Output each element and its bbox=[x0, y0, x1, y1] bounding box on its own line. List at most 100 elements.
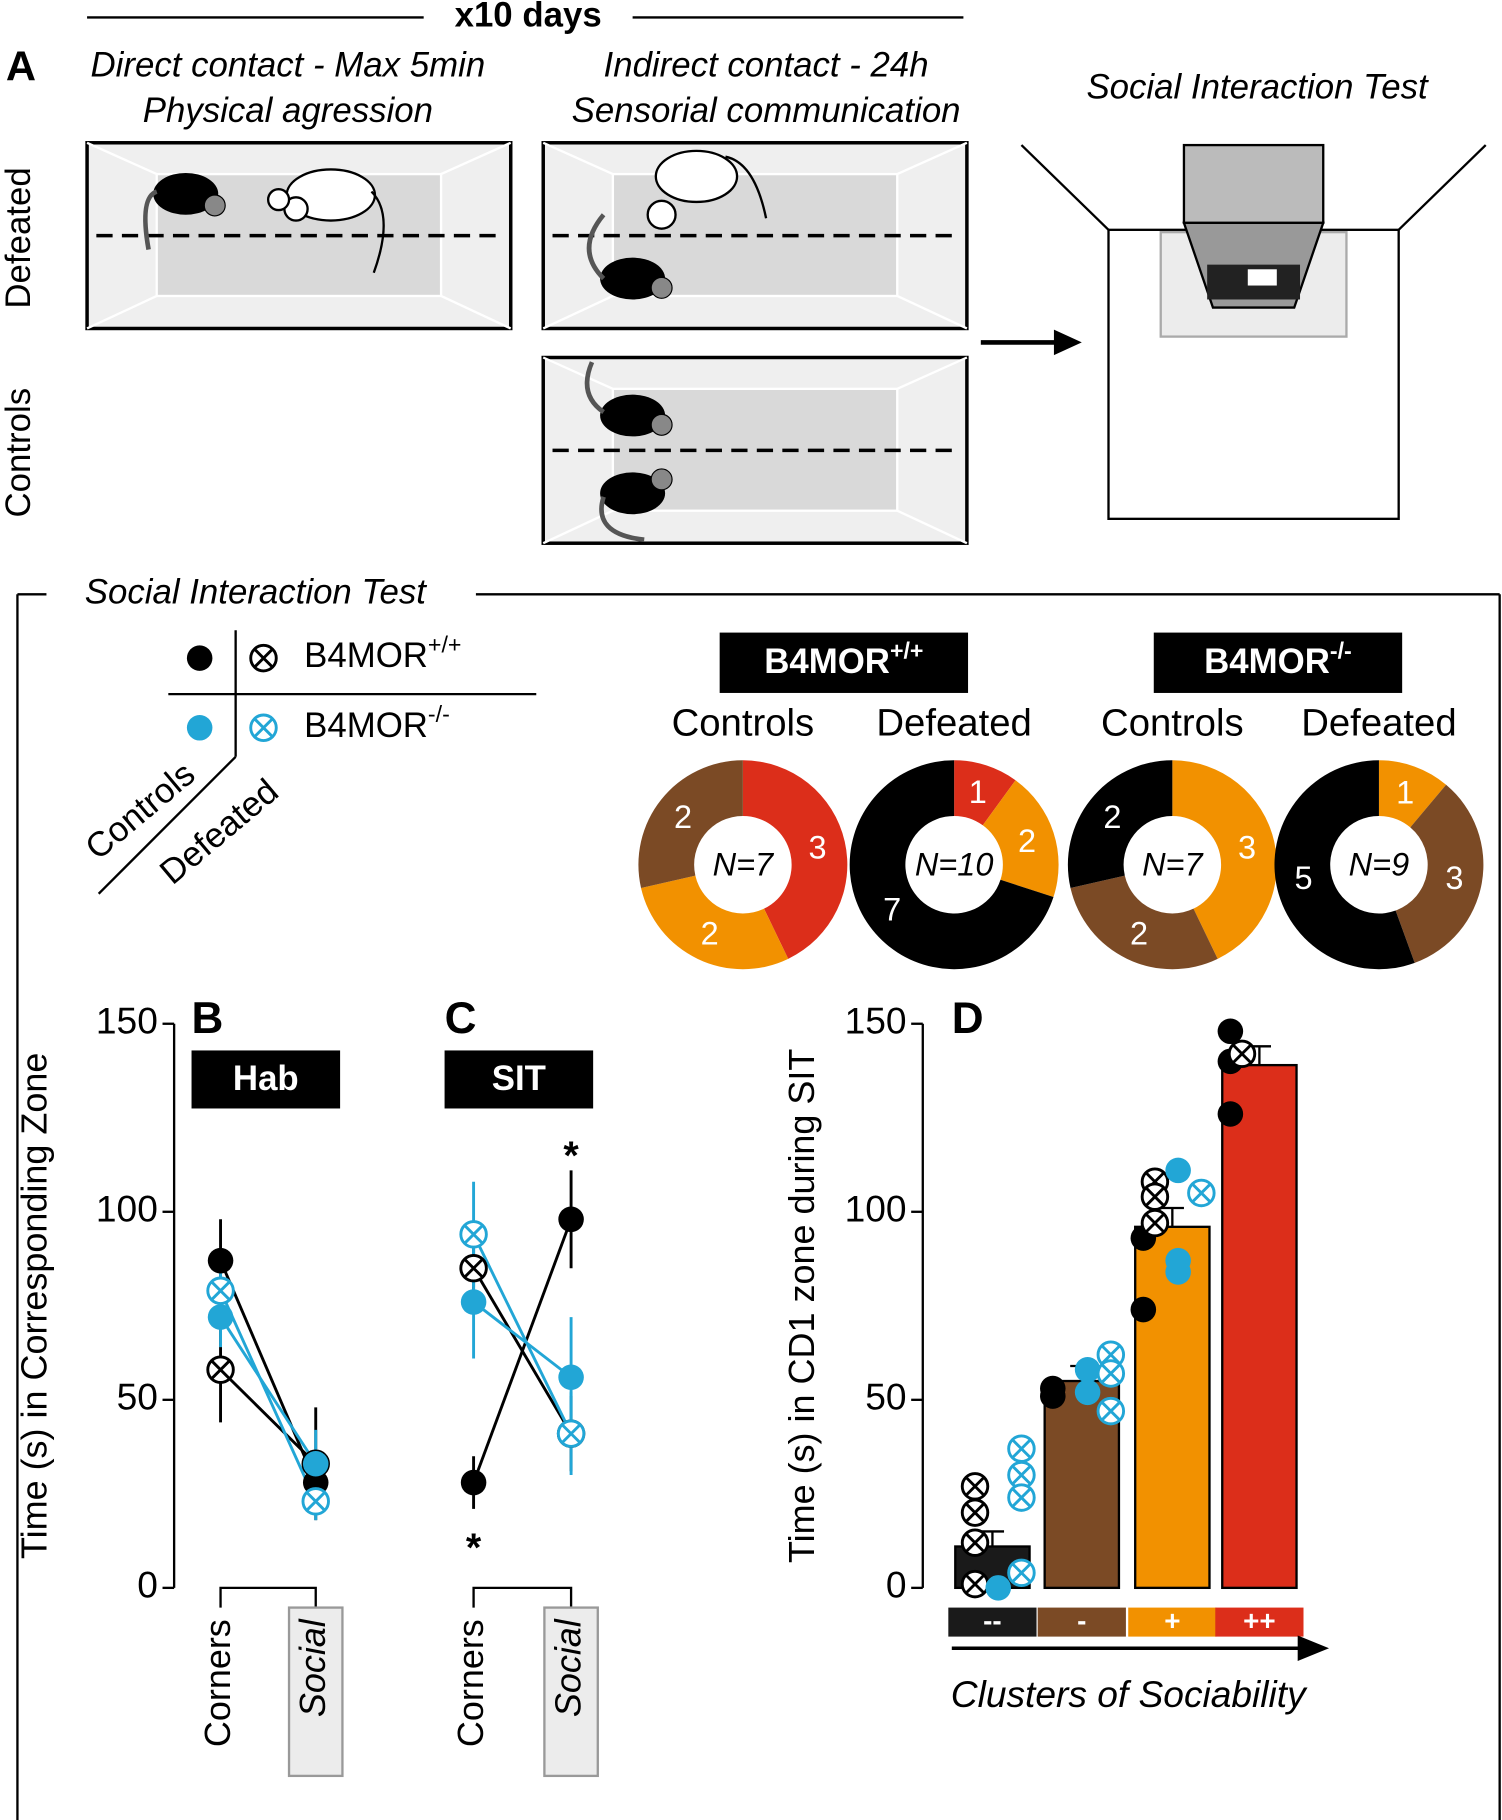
marker bbox=[459, 1253, 488, 1283]
data-point bbox=[1165, 1259, 1191, 1285]
marker bbox=[302, 1450, 329, 1477]
title-box bbox=[191, 1050, 341, 1109]
panel-label: D bbox=[952, 994, 984, 1043]
panel-a: x10 days A Direct contact - Max 5min Phy… bbox=[0, 0, 1487, 545]
arena-edge bbox=[542, 294, 614, 330]
data-point bbox=[1074, 1356, 1101, 1383]
arena-edge bbox=[440, 141, 512, 176]
panel-label: A bbox=[6, 43, 36, 90]
genotype-sup: -/- bbox=[428, 701, 450, 727]
panel-title: SIT bbox=[492, 1059, 546, 1098]
segment-label: 1 bbox=[1396, 775, 1414, 811]
cluster-label: + bbox=[1164, 1605, 1180, 1636]
series-line bbox=[472, 1267, 573, 1435]
legend-marker bbox=[186, 645, 213, 671]
row-label: Controls bbox=[0, 388, 38, 518]
marker bbox=[558, 1206, 584, 1233]
data-point bbox=[1007, 1483, 1036, 1512]
segment-label: 2 bbox=[1018, 823, 1036, 859]
arena-edge bbox=[896, 141, 968, 176]
genotype-sup: +/+ bbox=[890, 637, 924, 663]
significance: * bbox=[563, 1134, 579, 1178]
segment-label: 5 bbox=[1294, 860, 1312, 896]
marker bbox=[207, 1304, 234, 1330]
series-line bbox=[472, 1300, 572, 1379]
cluster-arrow-head bbox=[1297, 1635, 1330, 1661]
donut-title: Controls bbox=[1101, 702, 1244, 745]
segment-label: 2 bbox=[1103, 799, 1121, 835]
arenas bbox=[85, 141, 969, 545]
donut-center: N=7 bbox=[713, 847, 775, 883]
segment-label: 2 bbox=[674, 799, 692, 835]
data-point bbox=[1007, 1434, 1036, 1463]
segment-label: 7 bbox=[883, 892, 901, 928]
data-point bbox=[1096, 1359, 1126, 1388]
data-point bbox=[1130, 1296, 1157, 1323]
marker bbox=[460, 1469, 487, 1496]
donut-segment bbox=[1067, 760, 1173, 888]
donut-title: Defeated bbox=[1301, 702, 1456, 745]
y-tick-label: 0 bbox=[137, 1564, 158, 1606]
significance: * bbox=[466, 1526, 482, 1570]
bar bbox=[1134, 1225, 1211, 1590]
condition-subtitle: Physical agression bbox=[143, 91, 433, 130]
section-frame bbox=[16, 593, 1501, 1820]
genotype-base: B4MOR bbox=[1204, 642, 1330, 681]
data-point bbox=[1217, 1018, 1244, 1045]
donut-segment bbox=[1274, 760, 1415, 970]
donut-segment bbox=[954, 760, 1016, 826]
arena-edge bbox=[440, 294, 512, 330]
y-axis-label: Time (s) in CD1 zone during SIT bbox=[781, 1049, 822, 1563]
y-tick-label: 100 bbox=[845, 1188, 907, 1230]
arena-edge bbox=[542, 356, 614, 390]
data-point bbox=[960, 1498, 990, 1527]
marker bbox=[460, 1289, 487, 1315]
row-label: Defeated bbox=[0, 167, 38, 308]
data-point bbox=[1040, 1383, 1066, 1409]
cluster-strip bbox=[1037, 1607, 1126, 1637]
panel-label: B bbox=[192, 994, 224, 1043]
y-axis-label: Time (s) in Corresponding Zone bbox=[14, 1053, 55, 1559]
data-point bbox=[1187, 1178, 1216, 1208]
period: x10 days bbox=[455, 0, 602, 35]
sit-arena bbox=[1020, 143, 1487, 520]
genotype-base: B4MOR bbox=[304, 636, 428, 675]
y-tick-label: 0 bbox=[886, 1564, 907, 1606]
x-tick-label: Corners bbox=[450, 1619, 491, 1747]
donut-title: Defeated bbox=[876, 702, 1031, 745]
cluster-strip bbox=[1128, 1607, 1217, 1637]
donut-center: N=7 bbox=[1142, 847, 1204, 883]
donut-title: Controls bbox=[672, 702, 815, 745]
arena-edge bbox=[86, 141, 158, 176]
arena-edge bbox=[896, 294, 968, 330]
marker bbox=[207, 1247, 234, 1274]
data-point bbox=[1074, 1379, 1101, 1406]
data-point bbox=[1096, 1396, 1126, 1426]
series-line bbox=[219, 1290, 318, 1502]
arena-edge bbox=[896, 356, 968, 390]
data-point bbox=[1007, 1558, 1036, 1588]
x-tick-label: Corners bbox=[197, 1619, 238, 1747]
panel-label: C bbox=[445, 994, 477, 1043]
y-tick-label: 150 bbox=[96, 1000, 158, 1042]
group-box bbox=[719, 632, 969, 693]
arena-edge bbox=[542, 141, 614, 176]
marker bbox=[558, 1364, 584, 1391]
cluster-label: ++ bbox=[1243, 1605, 1276, 1636]
genotype-label: B4MOR-/- bbox=[304, 701, 450, 745]
donut-segment bbox=[638, 760, 743, 888]
donut-segment bbox=[1172, 760, 1277, 959]
segment-label: 3 bbox=[1445, 860, 1463, 896]
donut-segment bbox=[1395, 784, 1484, 963]
category-highlight bbox=[287, 1606, 344, 1778]
y-tick-label: 100 bbox=[96, 1188, 158, 1230]
genotype-base: B4MOR bbox=[764, 642, 890, 681]
donut-segment bbox=[742, 760, 848, 959]
legend-marker bbox=[249, 643, 278, 673]
series-line bbox=[219, 1368, 317, 1465]
marker bbox=[459, 1220, 488, 1249]
data-point bbox=[1140, 1182, 1170, 1211]
panel-title: Hab bbox=[233, 1059, 299, 1098]
segment-label: 1 bbox=[969, 774, 987, 810]
